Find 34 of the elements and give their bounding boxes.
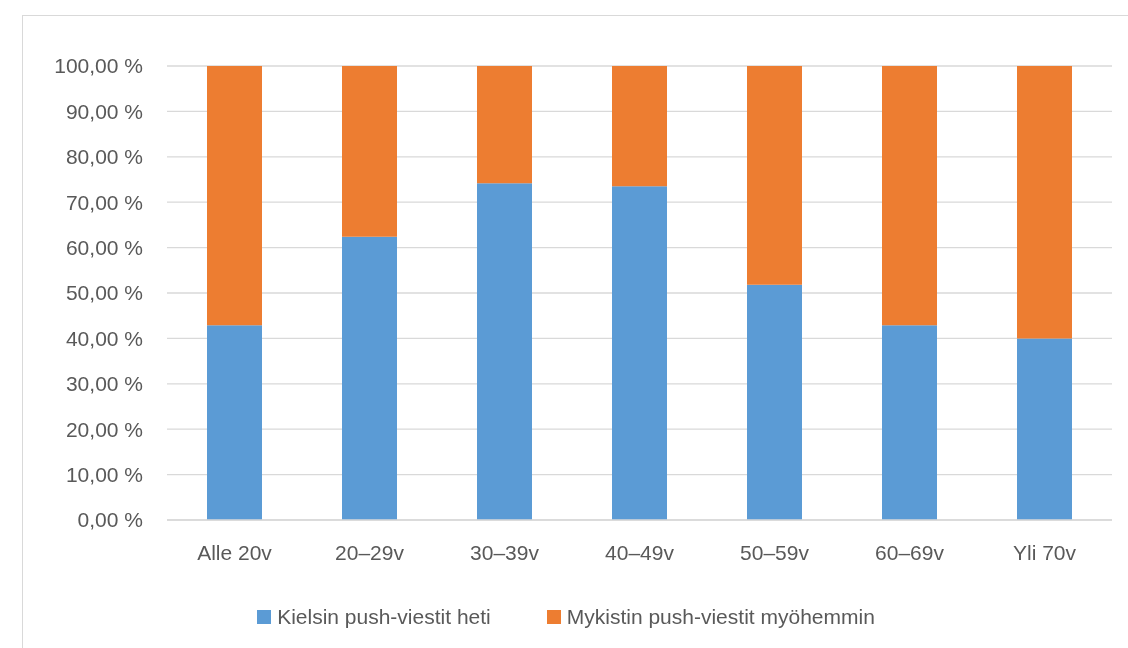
bar bbox=[1017, 66, 1072, 339]
x-tick-label: 20–29v bbox=[335, 540, 405, 564]
bar bbox=[207, 66, 262, 326]
bar bbox=[747, 284, 802, 520]
x-tick-label: Yli 70v bbox=[1012, 540, 1077, 564]
x-tick-label: 60–69v bbox=[875, 540, 945, 564]
bar bbox=[747, 66, 802, 285]
y-tick-label: 90,00 % bbox=[65, 99, 143, 123]
y-tick-label: 40,00 % bbox=[65, 326, 143, 350]
y-tick-label: 20,00 % bbox=[65, 417, 143, 441]
bar bbox=[612, 186, 667, 520]
legend-label: Mykistin push-viestit myöhemmin bbox=[566, 605, 875, 629]
y-tick-label: 80,00 % bbox=[65, 145, 143, 169]
y-tick-label: 0,00 % bbox=[77, 508, 143, 532]
y-tick-label: 30,00 % bbox=[65, 372, 143, 396]
bar bbox=[342, 66, 397, 237]
bar bbox=[882, 66, 937, 326]
bar bbox=[477, 66, 532, 184]
y-tick-label: 60,00 % bbox=[65, 236, 143, 260]
x-tick-label: Alle 20v bbox=[197, 540, 273, 564]
bar bbox=[207, 325, 262, 520]
x-tick-label: 50–59v bbox=[740, 540, 810, 564]
bar bbox=[342, 236, 397, 520]
x-tick-label: 40–49v bbox=[605, 540, 675, 564]
bar bbox=[477, 183, 532, 520]
y-tick-label: 70,00 % bbox=[65, 190, 143, 214]
x-tick-label: 30–39v bbox=[470, 540, 540, 564]
legend-label: Kielsin push-viestit heti bbox=[277, 605, 491, 629]
bar bbox=[1017, 338, 1072, 520]
y-tick-label: 50,00 % bbox=[65, 281, 143, 305]
y-tick-label: 100,00 % bbox=[54, 54, 143, 78]
y-tick-label: 10,00 % bbox=[65, 463, 143, 487]
bar bbox=[882, 325, 937, 520]
bar bbox=[612, 66, 667, 187]
